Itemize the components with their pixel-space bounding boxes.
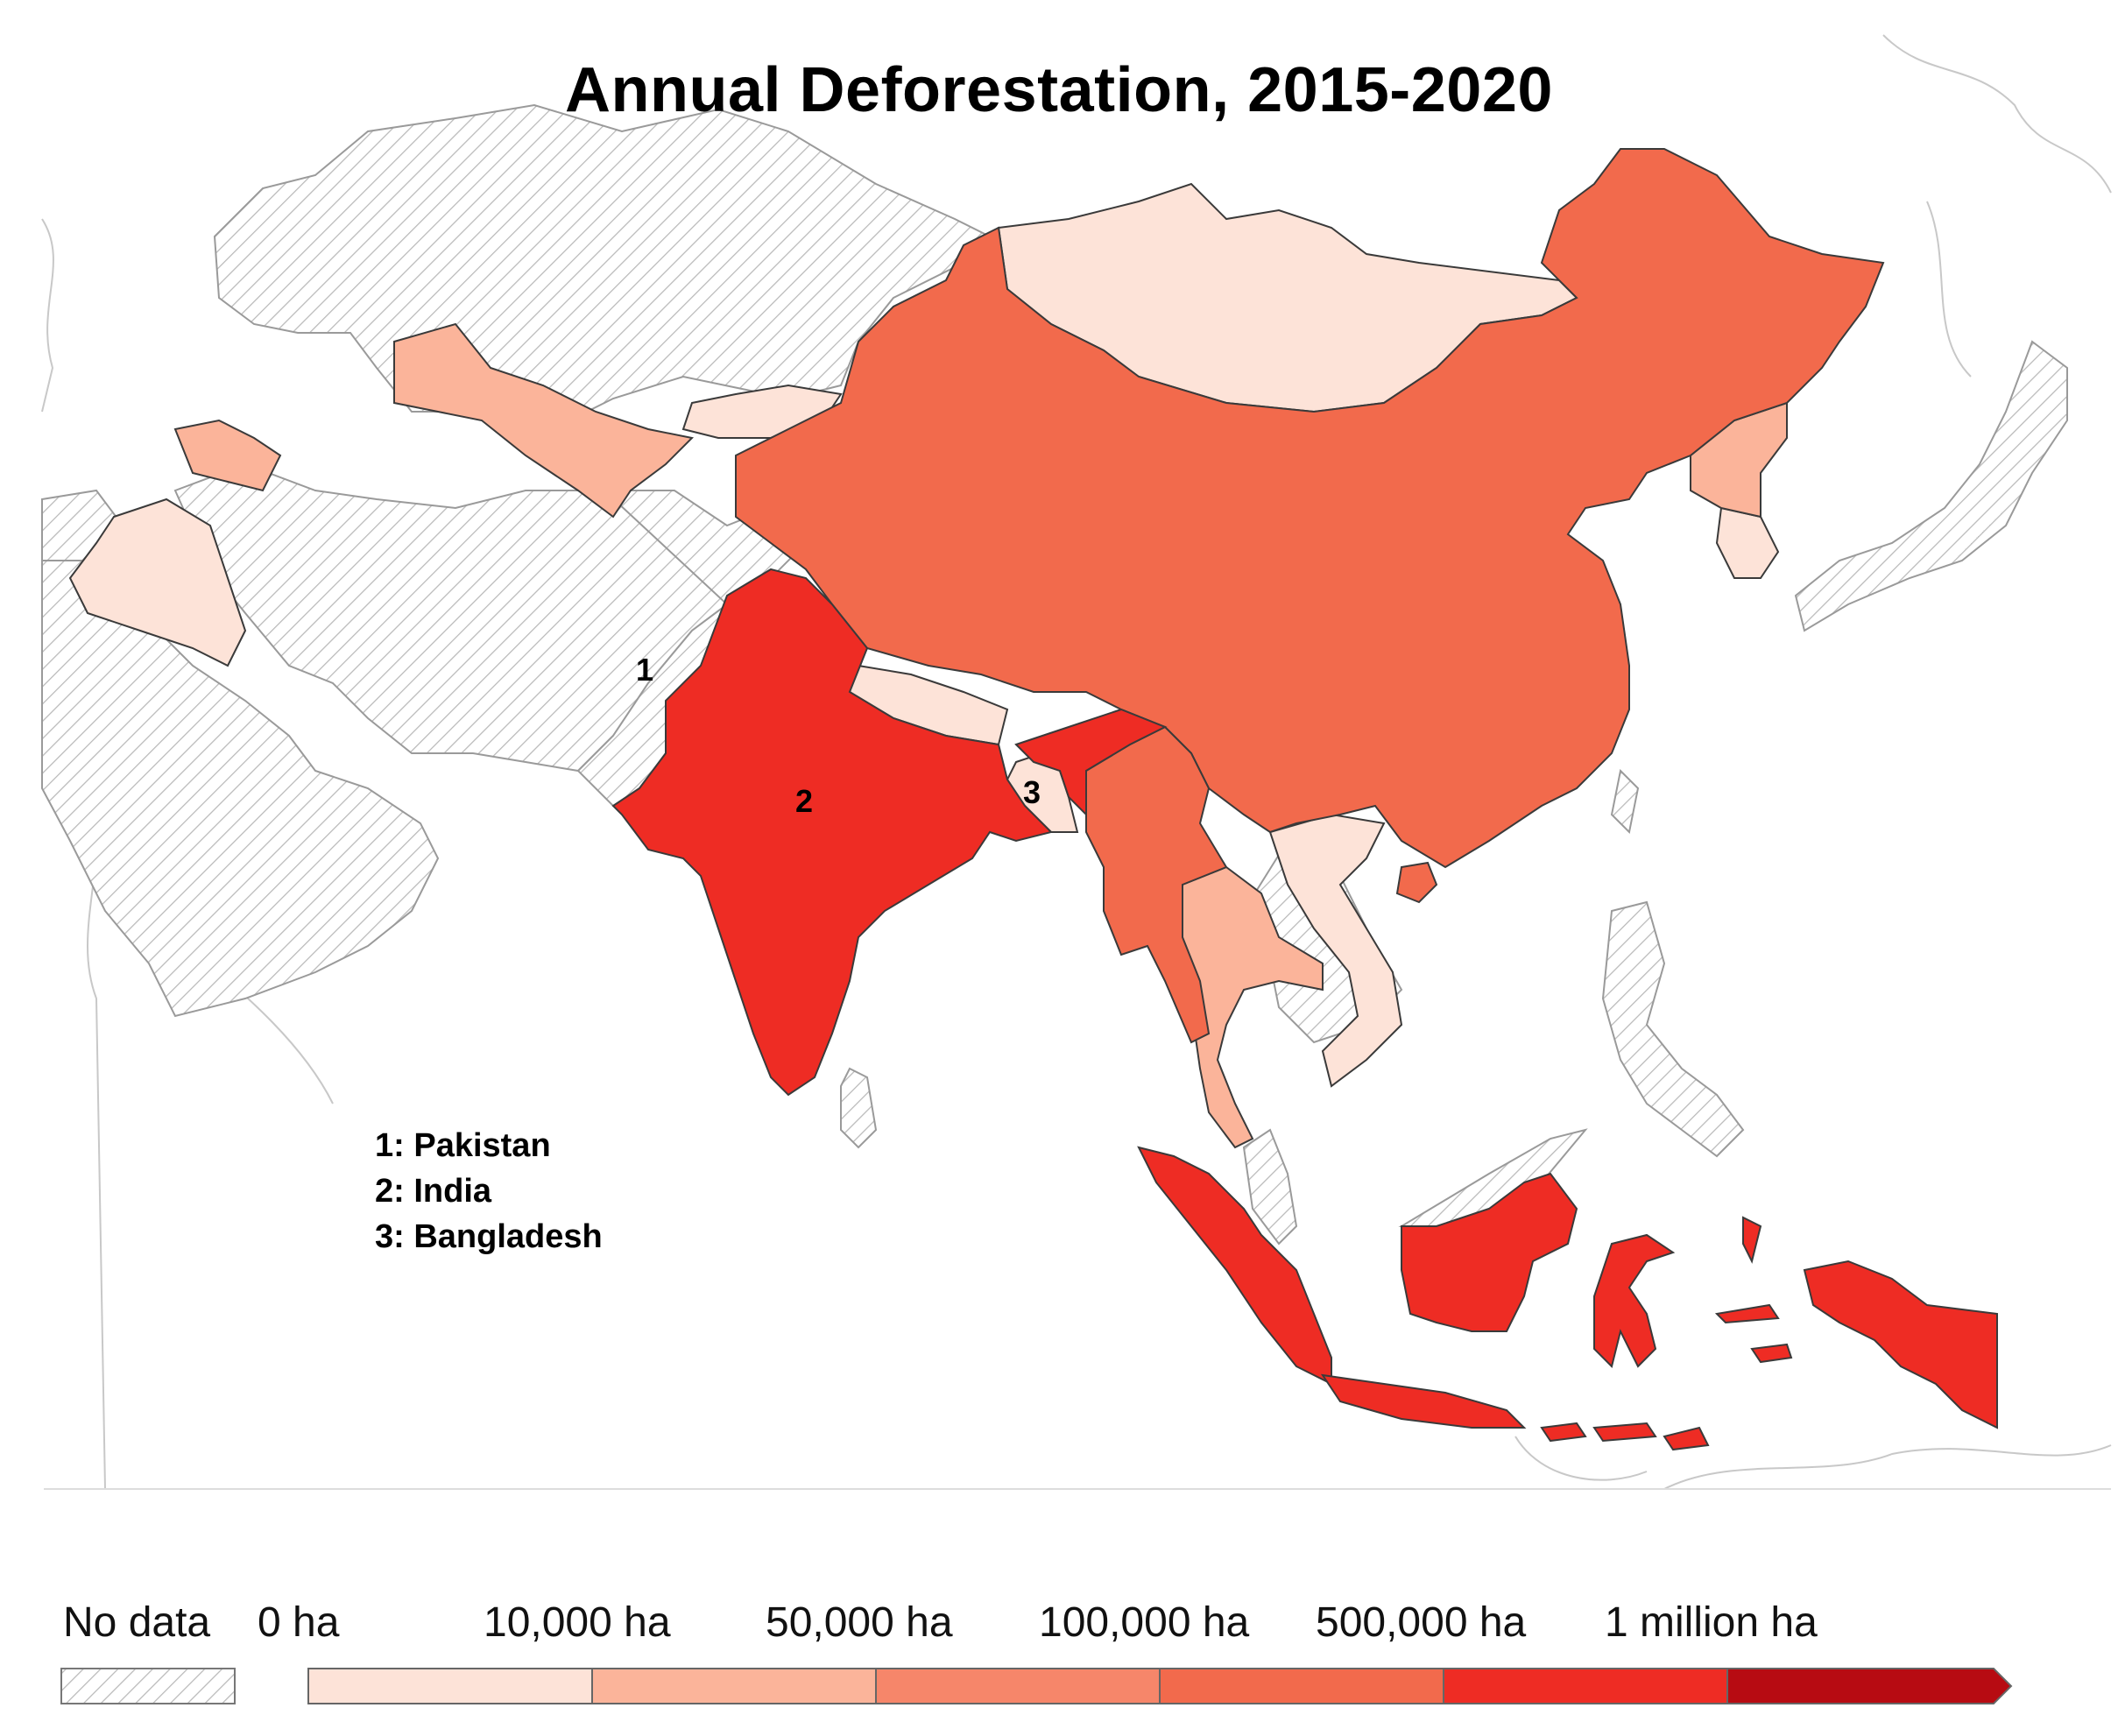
region-borneo [1401, 1172, 1578, 1332]
label-pakistan-number: 1 [636, 652, 654, 688]
legend-no-data-label: No data [63, 1599, 211, 1646]
legend-color-bar [307, 1668, 2013, 1704]
legend-bin-5 [1443, 1668, 1728, 1704]
region-sulawesi [1593, 1233, 1676, 1368]
legend [60, 1668, 2013, 1704]
region-philippines [1601, 900, 1745, 1158]
legend-no-data-swatch [60, 1668, 236, 1704]
legend-threshold-50000: 50,000 ha [766, 1599, 953, 1646]
legend-bin-4 [1159, 1668, 1444, 1704]
region-arabia [41, 541, 440, 1018]
region-lesser-sunda-3 [1663, 1426, 1710, 1451]
key-item-pakistan: 1: Pakistan [375, 1127, 551, 1164]
region-hainan [1395, 861, 1438, 904]
legend-bin-3 [875, 1668, 1161, 1704]
class-high [611, 568, 1998, 1451]
region-myanmar [1085, 725, 1228, 1044]
legend-bin-2 [591, 1668, 877, 1704]
region-sumatra [1137, 1146, 1332, 1386]
region-seram [1714, 1303, 1780, 1324]
region-buru [1750, 1343, 1793, 1364]
country-key: 1: Pakistan 2: India 3: Bangladesh [375, 1123, 603, 1260]
key-item-bangladesh: 3: Bangladesh [375, 1218, 603, 1255]
region-java [1320, 1373, 1527, 1429]
region-maluku [1742, 1216, 1762, 1264]
legend-bin-1 [307, 1668, 593, 1704]
region-northeast-india [1014, 708, 1168, 817]
legend-threshold-500000: 500,000 ha [1316, 1599, 1527, 1646]
map-title: Annual Deforestation, 2015-2020 [565, 55, 1553, 125]
region-taiwan [1610, 768, 1640, 835]
class-light [173, 322, 1788, 1149]
region-lesser-sunda-1 [1540, 1422, 1587, 1443]
region-uzbekistan [393, 322, 695, 519]
region-thailand [1182, 865, 1324, 1149]
class-medium [735, 148, 1885, 1044]
region-lesser-sunda-2 [1592, 1422, 1657, 1443]
region-papua [1803, 1260, 1998, 1429]
region-vietnam [1268, 813, 1403, 1088]
region-japan [1794, 340, 2068, 632]
key-item-india: 2: India [375, 1173, 492, 1210]
region-azerbaijan [173, 419, 282, 492]
region-malaysia-peninsula [1242, 1128, 1298, 1246]
legend-threshold-100000: 100,000 ha [1039, 1599, 1250, 1646]
region-sri-lanka [840, 1067, 878, 1149]
region-india [611, 568, 1053, 1097]
label-bangladesh-number: 3 [1023, 774, 1041, 810]
legend-threshold-1-million: 1 million ha [1605, 1599, 1818, 1646]
legend-bin-6 [1726, 1668, 2013, 1704]
label-india-number: 2 [795, 783, 814, 819]
region-iraq [68, 498, 247, 667]
region-south-korea [1715, 506, 1780, 579]
legend-zero-label: 0 ha [258, 1599, 340, 1646]
no-data-regions [41, 103, 2068, 1246]
legend-threshold-10000: 10,000 ha [484, 1599, 671, 1646]
